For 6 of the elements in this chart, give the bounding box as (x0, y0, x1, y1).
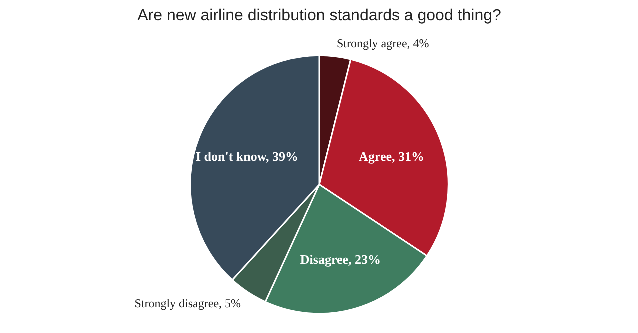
slice-label: Disagree, 23% (300, 252, 382, 267)
slice-label: Strongly agree, 4% (336, 36, 430, 51)
chart-title: Are new airline distribution standards a good thing? (138, 8, 502, 24)
slice-label: Agree, 31% (359, 149, 424, 164)
slice-label: I don't know, 39% (196, 149, 299, 164)
slice-label: Strongly disagree, 5% (134, 296, 242, 310)
